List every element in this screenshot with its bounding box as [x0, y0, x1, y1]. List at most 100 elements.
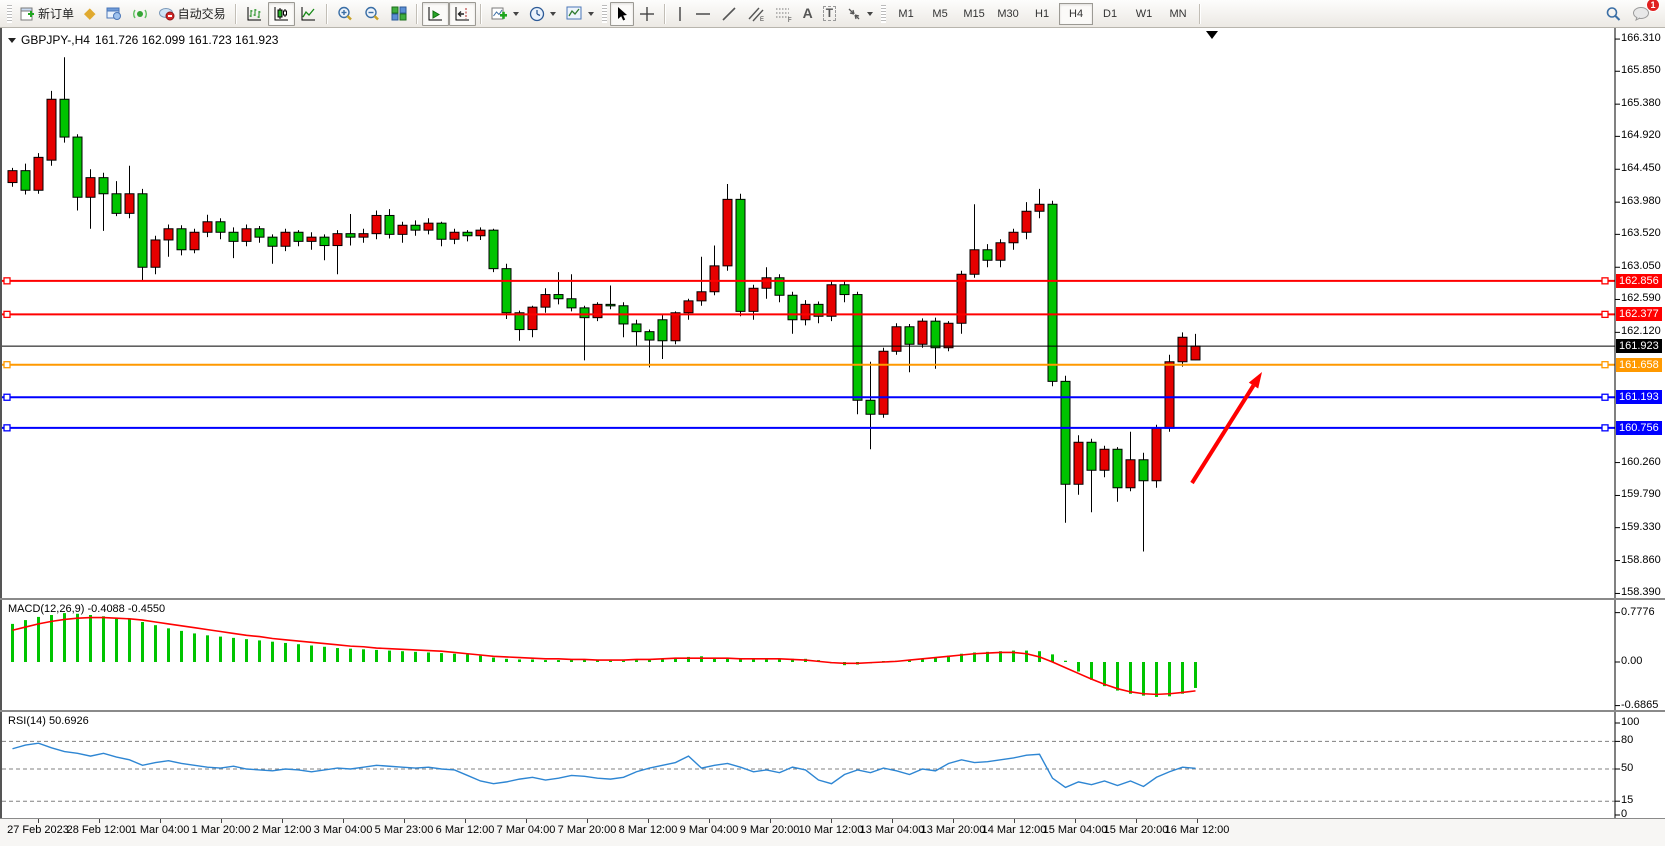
tf-button-h4[interactable]: H4 — [1059, 2, 1094, 25]
horizontal-line-tool-button[interactable] — [690, 2, 716, 26]
tf-button-h1[interactable]: H1 — [1035, 7, 1050, 20]
rsi-label: RSI(14) 50.6926 — [8, 715, 89, 727]
time-label: 7 Mar 04:00 — [496, 824, 556, 836]
time-tick — [587, 819, 588, 823]
macd-indicator[interactable] — [0, 600, 1665, 710]
time-tick — [343, 819, 344, 823]
time-tick — [831, 819, 832, 823]
rsi-tick-label: 80 — [1621, 734, 1634, 747]
time-label: 2 Mar 12:00 — [252, 824, 312, 836]
channel-sub-glyph: E — [760, 17, 764, 22]
cursor-tool-button[interactable] — [609, 1, 634, 26]
line-chart-icon — [301, 6, 315, 20]
tf-button-mn[interactable]: MN — [1169, 7, 1187, 20]
price-tick-label: 162.590 — [1621, 292, 1661, 305]
rsi-tick-label: 0 — [1621, 808, 1628, 820]
fibonacci-icon: F — [775, 8, 792, 22]
gem-button[interactable]: ◆ — [79, 2, 101, 26]
macd-tick-label: -0.6865 — [1621, 698, 1659, 711]
tf-button-m15[interactable]: M15 — [963, 7, 985, 20]
toolbar-grip[interactable] — [601, 4, 607, 23]
symbol-dropdown-icon[interactable] — [8, 37, 16, 43]
time-label: 1 Mar 20:00 — [191, 824, 251, 836]
rsi-tick-label: 15 — [1621, 794, 1634, 807]
auto-trading-button[interactable]: 自动交易 — [153, 2, 231, 26]
toolbar-grip[interactable] — [7, 4, 12, 23]
main-chart-panel[interactable]: GBPJPY-,H4 161.726 162.099 161.723 161.9… — [0, 28, 1665, 598]
price-tick-label: 166.310 — [1621, 32, 1661, 45]
tf-button-m1[interactable]: M1 — [898, 7, 914, 20]
price-tag-161.658: 161.658 — [1616, 357, 1662, 372]
time-axis[interactable]: 27 Feb 2023 28 Feb 12:00 1 Mar 04:00 1 Mar … — [0, 818, 1665, 846]
new-order-button[interactable]: 新订单 — [15, 2, 79, 26]
tile-windows-icon — [391, 6, 407, 21]
trendline-tool-button[interactable] — [716, 2, 742, 26]
channel-tool-button[interactable]: E — [742, 2, 770, 26]
chat-bubble-icon — [1633, 7, 1649, 21]
time-tick — [221, 819, 222, 823]
toolbar-grip[interactable] — [881, 4, 887, 23]
fibo-sub-glyph: F — [788, 18, 792, 22]
price-tag-161.923: 161.923 — [1616, 339, 1662, 354]
chart-shift-button[interactable] — [448, 1, 476, 26]
macd-panel[interactable]: MACD(12,26,9) -0.4088 -0.4550 0.7776 0.00… — [0, 600, 1665, 711]
macd-name: MACD(12,26,9) — [8, 603, 85, 615]
toolbar-separator — [234, 3, 237, 24]
rsi-value: 50.6926 — [48, 715, 89, 727]
arrows-tool-button[interactable] — [841, 2, 878, 26]
text-tool-button[interactable]: A — [798, 2, 818, 26]
time-label: 5 Mar 23:00 — [374, 824, 434, 836]
price-tick-label: 164.450 — [1621, 162, 1661, 175]
bar-chart-icon — [247, 6, 261, 20]
toolbar-separator — [415, 3, 418, 24]
candlestick-chart[interactable] — [0, 28, 1665, 598]
auto-scroll-button[interactable] — [421, 1, 449, 26]
toolbar-separator — [1199, 3, 1202, 24]
chart-symbol-period: GBPJPY-,H4 — [21, 33, 90, 47]
fibonacci-tool-button[interactable]: F — [770, 2, 798, 26]
broadcast-button[interactable] — [127, 2, 153, 26]
time-label: 13 Mar 20:00 — [920, 824, 986, 836]
bar-chart-mode-button[interactable] — [241, 2, 268, 26]
macd-value-signal: -0.4550 — [127, 603, 166, 615]
gem-icon: ◆ — [84, 5, 96, 22]
text-label-tool-icon: T — [822, 6, 837, 21]
indicators-button[interactable] — [486, 2, 524, 26]
templates-button[interactable] — [561, 2, 599, 26]
time-tick — [1014, 819, 1015, 823]
vertical-line-tool-button[interactable] — [670, 2, 690, 26]
price-tick-label: 163.980 — [1621, 195, 1661, 208]
price-tag-162.377: 162.377 — [1616, 307, 1662, 322]
price-tick-label: 160.260 — [1621, 455, 1661, 468]
time-tick — [99, 819, 100, 823]
rsi-tick-label: 50 — [1621, 762, 1634, 774]
charts-window-button[interactable] — [101, 2, 127, 26]
templates-dropdown-caret — [587, 11, 594, 16]
text-label-tool-button[interactable]: T — [818, 2, 841, 26]
chart-title: GBPJPY-,H4 161.726 162.099 161.723 161.9… — [8, 33, 278, 47]
zoom-out-icon — [364, 6, 379, 20]
rsi-indicator[interactable] — [0, 712, 1665, 818]
price-tick-label: 165.850 — [1621, 64, 1661, 77]
tf-button-m5[interactable]: M5 — [932, 7, 948, 20]
candlestick-mode-button[interactable] — [267, 1, 295, 26]
zoom-in-icon — [337, 6, 352, 20]
notifications-button[interactable]: 1 — [1627, 0, 1660, 26]
periods-button[interactable] — [524, 2, 561, 26]
price-tick-label: 158.860 — [1621, 553, 1661, 566]
tf-button-d1[interactable]: D1 — [1103, 7, 1118, 20]
crosshair-tool-button[interactable] — [634, 2, 660, 26]
rsi-panel[interactable]: RSI(14) 50.6926 100 80 50 15 0 — [0, 712, 1665, 820]
rsi-tick-label: 100 — [1621, 716, 1640, 728]
time-tick — [770, 819, 771, 823]
price-tick-label: 162.120 — [1621, 325, 1661, 338]
zoom-out-button[interactable] — [359, 2, 386, 26]
zoom-in-button[interactable] — [332, 2, 359, 26]
tf-button-w1[interactable]: W1 — [1135, 7, 1153, 20]
tf-button-m30[interactable]: M30 — [997, 7, 1019, 20]
search-button[interactable] — [1600, 2, 1627, 26]
tile-windows-button[interactable] — [386, 2, 412, 26]
time-tick — [404, 819, 405, 823]
line-chart-mode-button[interactable] — [295, 2, 322, 26]
